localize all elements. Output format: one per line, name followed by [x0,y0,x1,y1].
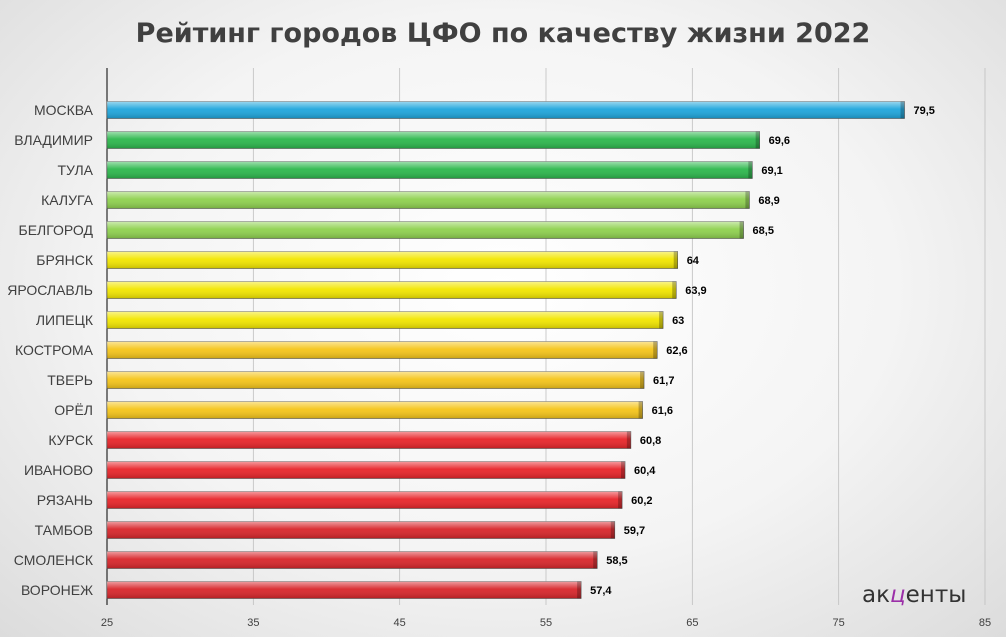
bar-highlight [107,401,643,419]
bar-highlight [107,341,658,359]
bar-end-bevel [659,311,664,329]
bar-highlight [107,101,905,119]
bar-end-bevel [748,161,753,179]
x-axis-ticks: 25 35 45 55 65 75 85 [101,617,991,629]
bar-end-bevel [900,101,905,119]
bar-highlight [107,461,626,479]
bar-highlight [107,311,664,329]
x-tick-label: 65 [686,617,698,629]
x-tick-label: 75 [833,617,845,629]
bar-end-bevel [610,521,615,539]
value-label: 57,4 [590,585,612,597]
value-label: 58,5 [606,555,627,567]
logo-part2: ц [890,582,906,608]
bar-highlight [107,491,623,509]
logo-part1: ак [862,582,890,608]
gridlines [106,68,986,605]
value-label: 60,8 [640,435,661,447]
value-label: 64 [687,255,700,267]
x-tick-label: 45 [394,617,406,629]
x-tick-label: 85 [979,617,991,629]
bar-end-bevel [673,251,678,269]
bar-highlight [107,251,678,269]
category-label: ВЛАДИМИР [14,132,93,148]
x-tick-label: 25 [101,617,113,629]
bar-end-bevel [640,371,645,389]
bar-highlight [107,431,631,449]
category-label: ТВЕРЬ [47,372,93,388]
value-label: 62,6 [666,345,687,357]
bar-highlight [107,521,615,539]
x-tick-label: 55 [540,617,552,629]
category-label: КУРСК [48,432,93,448]
chart-title: Рейтинг городов ЦФО по качеству жизни 20… [136,18,871,49]
bar-end-bevel [618,491,623,509]
bar-highlight [107,221,744,239]
category-label: БРЯНСК [36,252,94,268]
category-label: ОРЁЛ [54,402,93,418]
bar-end-bevel [739,221,744,239]
bar-highlight [107,281,677,299]
category-label: ИВАНОВО [24,462,93,478]
bar-end-bevel [638,401,643,419]
akcenty-logo: акценты [862,582,966,608]
bar-end-bevel [745,191,750,209]
bar-end-bevel [626,431,631,449]
bar-end-bevel [653,341,658,359]
bar-highlight [107,551,598,569]
value-label: 69,6 [769,135,790,147]
value-label: 60,4 [634,465,656,477]
bar-highlight [107,581,582,599]
bar-end-bevel [755,131,760,149]
bar-end-bevel [593,551,598,569]
category-label: БЕЛГОРОД [19,222,94,238]
value-label: 60,2 [631,495,652,507]
bars: МОСКВА 79,5 ВЛАДИМИР 69,6 ТУЛА 69,1 КАЛУГА 68,9… [7,101,935,599]
value-label: 61,6 [652,405,673,417]
value-label: 69,1 [761,165,782,177]
category-label: КОСТРОМА [15,342,94,358]
value-label: 61,7 [653,375,674,387]
x-tick-label: 35 [247,617,259,629]
value-label: 59,7 [624,525,645,537]
category-label: ТУЛА [57,162,93,178]
category-label: СМОЛЕНСК [14,552,94,568]
bar-highlight [107,131,760,149]
value-label: 63 [672,315,684,327]
bar-end-bevel [621,461,626,479]
category-label: КАЛУГА [41,192,94,208]
bar-end-bevel [577,581,582,599]
bar-highlight [107,161,753,179]
bar-highlight [107,191,750,209]
category-label: ЯРОСЛАВЛЬ [7,282,93,298]
value-label: 68,9 [758,195,779,207]
category-label: РЯЗАНЬ [37,492,93,508]
category-label: ВОРОНЕЖ [21,582,93,598]
value-label: 63,9 [685,285,706,297]
logo-part3: енты [906,582,967,608]
category-label: ЛИПЕЦК [36,312,94,328]
category-label: МОСКВА [34,102,94,118]
value-label: 79,5 [914,105,935,117]
bar-end-bevel [672,281,677,299]
category-label: ТАМБОВ [35,522,93,538]
bar-highlight [107,371,645,389]
value-label: 68,5 [753,225,774,237]
